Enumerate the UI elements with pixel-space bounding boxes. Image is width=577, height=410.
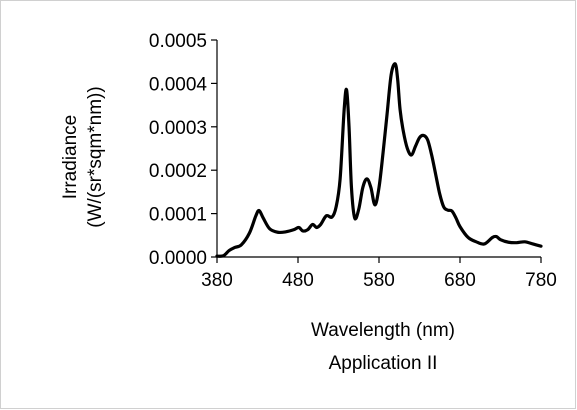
y-tick-label: 0.0000 — [149, 248, 207, 269]
y-axis-ticks: 0.0000 0.0001 0.0002 0.0003 0.0004 0.0005 — [149, 31, 217, 269]
y-axis-title-line-2: (W/(sr*sqm*nm)) — [85, 86, 106, 227]
y-tick-label: 0.0003 — [149, 118, 207, 139]
x-tick-label: 380 — [201, 270, 233, 291]
series-line — [215, 62, 543, 258]
chart-subtitle: Application II — [329, 353, 438, 374]
y-axis-title-line-1: Irradiance — [60, 115, 81, 200]
plot-area — [215, 40, 543, 258]
y-tick-label: 0.0004 — [149, 74, 208, 95]
x-axis-title: Wavelength (nm) — [311, 320, 455, 341]
y-tick-label: 0.0001 — [149, 205, 207, 226]
x-tick-label: 580 — [363, 270, 395, 291]
y-tick-label: 0.0005 — [149, 31, 207, 52]
x-tick-label: 480 — [282, 270, 314, 291]
x-tick-label: 780 — [525, 270, 557, 291]
y-tick-label: 0.0002 — [149, 161, 207, 182]
x-axis-ticks: 380 480 580 680 780 — [201, 257, 557, 291]
x-tick-label: 680 — [444, 270, 476, 291]
